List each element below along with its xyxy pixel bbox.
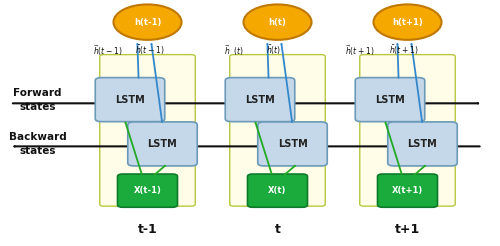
FancyBboxPatch shape — [258, 122, 328, 166]
Text: h(t+1): h(t+1) — [392, 18, 423, 27]
FancyBboxPatch shape — [100, 55, 195, 206]
FancyBboxPatch shape — [360, 55, 455, 206]
Text: t+1: t+1 — [395, 223, 420, 236]
Text: t-1: t-1 — [138, 223, 158, 236]
FancyBboxPatch shape — [388, 122, 457, 166]
Text: states: states — [19, 102, 56, 112]
FancyBboxPatch shape — [355, 78, 424, 122]
FancyBboxPatch shape — [128, 122, 197, 166]
Text: states: states — [19, 146, 56, 156]
Text: h(t): h(t) — [268, 18, 286, 27]
Text: $\bar{h}(t+1)$: $\bar{h}(t+1)$ — [390, 44, 418, 57]
FancyBboxPatch shape — [118, 174, 178, 207]
Text: LSTM: LSTM — [408, 139, 438, 149]
Ellipse shape — [374, 4, 442, 40]
Text: LSTM: LSTM — [278, 139, 308, 149]
Text: Forward: Forward — [13, 89, 62, 98]
Text: $\bar{h}(t-1)$: $\bar{h}(t-1)$ — [136, 44, 164, 57]
Text: LSTM: LSTM — [375, 95, 405, 105]
Text: $\vec{h}(t-1)$: $\vec{h}(t-1)$ — [93, 43, 122, 58]
Text: $\vec{h}\ \ (t)$: $\vec{h}\ \ (t)$ — [224, 43, 244, 58]
FancyBboxPatch shape — [378, 174, 438, 207]
Text: Backward: Backward — [8, 132, 66, 141]
Text: LSTM: LSTM — [245, 95, 275, 105]
FancyBboxPatch shape — [95, 78, 165, 122]
Text: LSTM: LSTM — [148, 139, 178, 149]
Ellipse shape — [244, 4, 312, 40]
FancyBboxPatch shape — [230, 55, 326, 206]
Text: LSTM: LSTM — [115, 95, 145, 105]
Text: $\vec{h}(t+1)$: $\vec{h}(t+1)$ — [346, 43, 374, 58]
FancyBboxPatch shape — [225, 78, 295, 122]
Text: X(t): X(t) — [268, 186, 286, 195]
Ellipse shape — [114, 4, 182, 40]
Text: t: t — [274, 223, 280, 236]
Text: X(t+1): X(t+1) — [392, 186, 423, 195]
Text: X(t-1): X(t-1) — [134, 186, 162, 195]
Text: h(t-1): h(t-1) — [134, 18, 161, 27]
FancyBboxPatch shape — [248, 174, 308, 207]
Text: $\bar{h}(t)$: $\bar{h}(t)$ — [266, 44, 281, 57]
